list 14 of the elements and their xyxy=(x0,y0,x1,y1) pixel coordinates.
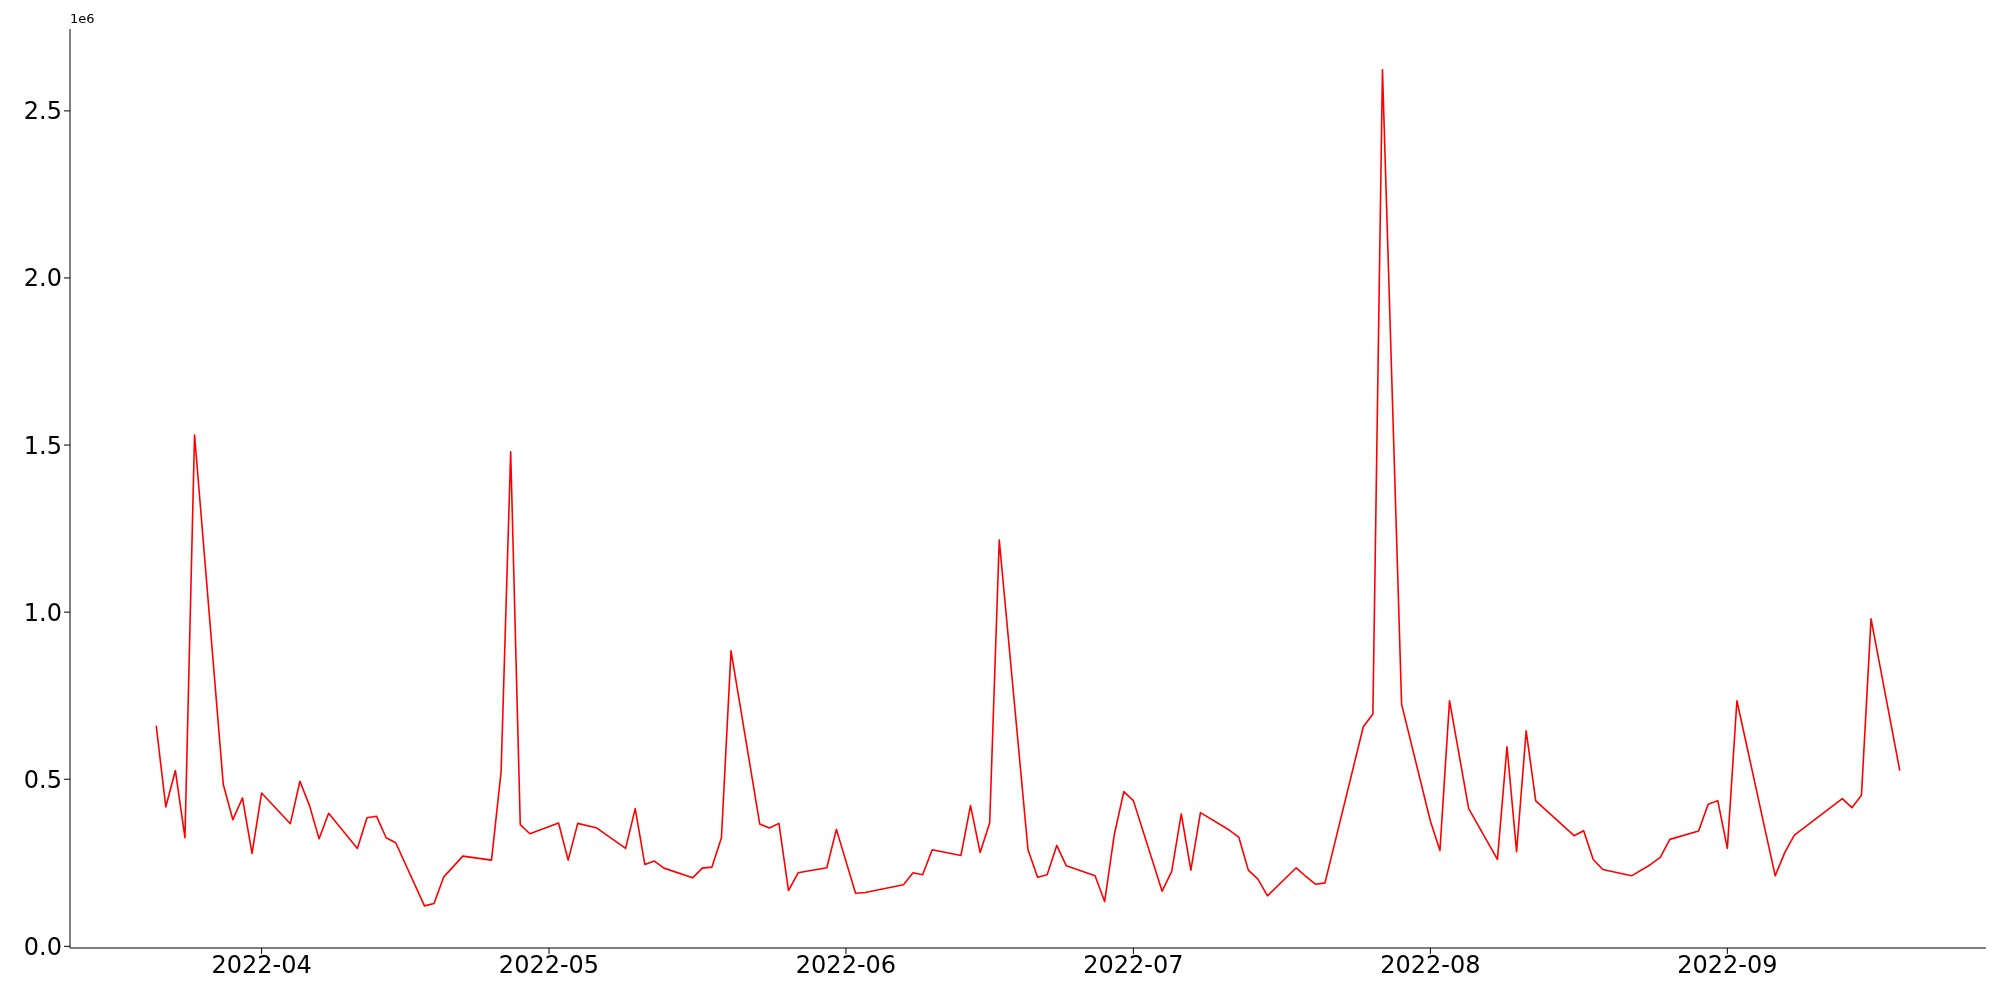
x-tick-label: 2022-04 xyxy=(211,951,312,980)
x-tick-label: 2022-06 xyxy=(795,951,897,980)
text: 1e6 xyxy=(70,11,95,26)
y-tick-label: 0.0 xyxy=(23,932,62,961)
y-tick-label: 1.5 xyxy=(23,431,62,460)
x-tick-label: 2022-08 xyxy=(1380,951,1481,980)
y-tick-label: 0.5 xyxy=(23,765,62,794)
line-series xyxy=(155,68,1901,907)
y-tick-label: 2.5 xyxy=(23,97,62,126)
x-tick-label: 2022-09 xyxy=(1677,951,1778,980)
x-tick-label: 2022-07 xyxy=(1083,951,1184,980)
x-tick-label: 2022-05 xyxy=(498,951,600,980)
y-tick-label: 1.0 xyxy=(23,598,62,627)
y-tick-label: 2.0 xyxy=(23,264,62,293)
